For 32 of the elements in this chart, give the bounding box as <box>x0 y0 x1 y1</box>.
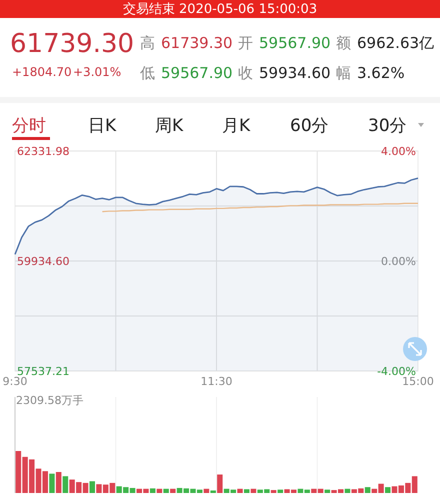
y-tick-label: 57537.21 <box>17 365 70 378</box>
text: 周K <box>155 116 184 136</box>
text: 月K <box>222 116 251 136</box>
text: 59567.90 <box>161 64 233 82</box>
text: 收 <box>238 64 253 82</box>
text: 59567.90 <box>259 34 331 52</box>
text: 幅 <box>336 64 351 82</box>
x-tick-label: 15:00 <box>402 375 434 388</box>
text: 分时 <box>12 116 46 136</box>
x-tick-label: 11:30 <box>200 375 232 388</box>
y-tick-label: 59934.60 <box>17 255 70 268</box>
y2-tick-label: 4.00% <box>381 145 416 158</box>
text: 日K <box>88 116 117 136</box>
text: 60分 <box>290 116 329 136</box>
y-tick-label: 62331.98 <box>17 145 70 158</box>
text: 61739.30 <box>10 29 134 59</box>
text: 高 <box>140 34 155 52</box>
text: 低 <box>140 64 155 82</box>
text: 61739.30 <box>161 34 233 52</box>
text: 2309.58万手 <box>16 394 84 407</box>
chart-title: 交易结束 2020-05-06 15:00:03 <box>122 1 318 17</box>
y2-tick-label: 0.00% <box>381 255 416 268</box>
text: 额 <box>336 34 351 52</box>
text: 开 <box>238 34 253 52</box>
text: 6962.63亿 <box>357 34 434 52</box>
text: 30分 <box>368 116 407 136</box>
text: 59934.60 <box>259 64 331 82</box>
text: 3.62% <box>357 64 405 82</box>
text: +1804.70 <box>12 65 72 79</box>
x-tick-label: 9:30 <box>2 375 28 388</box>
text: +3.01% <box>73 65 122 79</box>
y2-tick-label: -4.00% <box>377 365 416 378</box>
